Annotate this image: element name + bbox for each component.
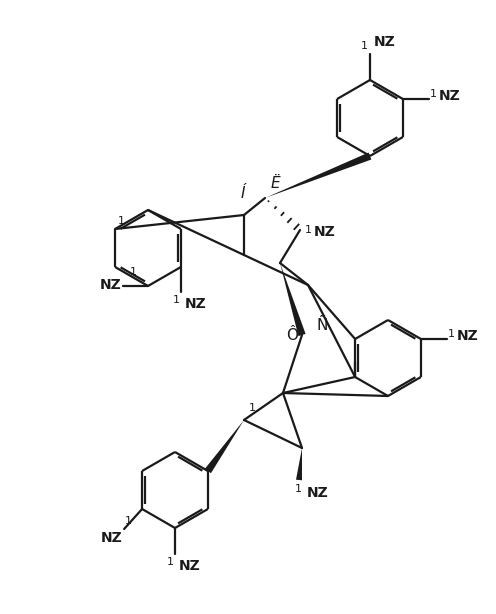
Text: 1: 1 bbox=[173, 295, 180, 305]
Text: 1: 1 bbox=[118, 216, 125, 226]
Text: 1: 1 bbox=[249, 403, 256, 413]
Text: 1: 1 bbox=[430, 89, 437, 99]
Polygon shape bbox=[205, 420, 244, 473]
Text: NZ: NZ bbox=[99, 278, 121, 292]
Polygon shape bbox=[265, 152, 372, 198]
Text: NZ: NZ bbox=[179, 559, 201, 573]
Polygon shape bbox=[296, 448, 302, 480]
Text: 1: 1 bbox=[448, 329, 455, 339]
Text: NZ: NZ bbox=[439, 89, 461, 103]
Polygon shape bbox=[280, 263, 306, 336]
Text: Ë: Ë bbox=[271, 176, 281, 190]
Text: 1: 1 bbox=[361, 41, 368, 51]
Text: 1: 1 bbox=[130, 267, 137, 277]
Text: 1: 1 bbox=[125, 516, 132, 526]
Text: 1: 1 bbox=[295, 484, 302, 494]
Text: NZ: NZ bbox=[374, 35, 396, 49]
Text: 1: 1 bbox=[305, 225, 312, 235]
Text: NZ: NZ bbox=[100, 531, 122, 545]
Text: NZ: NZ bbox=[307, 486, 329, 500]
Text: Ñ: Ñ bbox=[317, 317, 328, 333]
Text: NZ: NZ bbox=[457, 329, 479, 343]
Text: Í: Í bbox=[241, 185, 245, 201]
Text: NZ: NZ bbox=[185, 297, 207, 311]
Text: NZ: NZ bbox=[314, 225, 336, 239]
Text: Ô: Ô bbox=[286, 327, 298, 343]
Text: 1: 1 bbox=[167, 557, 174, 567]
